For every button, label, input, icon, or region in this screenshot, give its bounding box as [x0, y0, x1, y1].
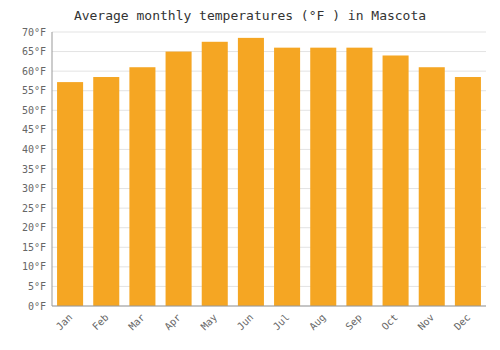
x-axis-line — [52, 306, 486, 307]
grid — [52, 32, 486, 306]
x-tick-label: Dec — [452, 312, 473, 333]
bar — [57, 82, 83, 306]
bar — [166, 52, 192, 306]
x-tick-label: May — [199, 312, 220, 333]
x-tick-label: Jul — [271, 312, 292, 333]
x-tick-label: Sep — [343, 312, 364, 333]
y-tick-label: 15°F — [22, 242, 46, 253]
y-tick-label: 25°F — [22, 203, 46, 214]
y-tick-label: 20°F — [22, 222, 46, 233]
bar — [383, 55, 409, 306]
bar — [346, 48, 372, 306]
chart-container: 0°F 5°F 10°F 15°F 20°F 25°F 30°F 35°F 40°F 45°F 50… — [0, 0, 500, 350]
grid-line — [52, 51, 486, 52]
bar — [238, 38, 264, 306]
y-tick-label: 55°F — [22, 85, 46, 96]
x-axis: Jan Feb Mar Apr May Jun Jul Aug Sep Oct Nov Dec — [54, 312, 472, 333]
x-tick-label: Nov — [416, 312, 437, 333]
y-axis-line — [52, 32, 53, 306]
bar — [455, 77, 481, 306]
y-tick-label: 10°F — [22, 261, 46, 272]
bar — [93, 77, 119, 306]
grid-line — [52, 32, 486, 33]
x-tick-label: Mar — [126, 312, 147, 333]
title: Average monthly temperatures (°F ) in Ma… — [74, 8, 426, 23]
y-axis: 0°F 5°F 10°F 15°F 20°F 25°F 30°F 35°F 40°F 45°F 50… — [22, 27, 46, 312]
chart: 0°F 5°F 10°F 15°F 20°F 25°F 30°F 35°F 40°F 45°F 50… — [0, 0, 500, 350]
x-tick-label: Oct — [379, 312, 400, 333]
bar — [274, 48, 300, 306]
x-tick-label: Apr — [162, 312, 183, 333]
bars — [57, 38, 481, 306]
y-tick-label: 50°F — [22, 105, 46, 116]
y-tick-label: 35°F — [22, 164, 46, 175]
bar — [202, 42, 228, 306]
y-tick-label: 65°F — [22, 46, 46, 57]
y-tick-label: 70°F — [22, 27, 46, 38]
bar — [310, 48, 336, 306]
y-tick-label: 45°F — [22, 124, 46, 135]
y-tick-label: 60°F — [22, 66, 46, 77]
grid-line — [52, 306, 486, 307]
y-tick-label: 40°F — [22, 144, 46, 155]
x-tick-label: Aug — [307, 312, 328, 333]
x-tick-label: Feb — [90, 312, 111, 333]
y-tick-label: 0°F — [28, 301, 46, 312]
x-tick-label: Jun — [235, 312, 256, 333]
bar — [129, 67, 155, 306]
x-tick-label: Jan — [54, 312, 75, 333]
y-tick-label: 5°F — [28, 281, 46, 292]
y-tick-label: 30°F — [22, 183, 46, 194]
bar — [419, 67, 445, 306]
